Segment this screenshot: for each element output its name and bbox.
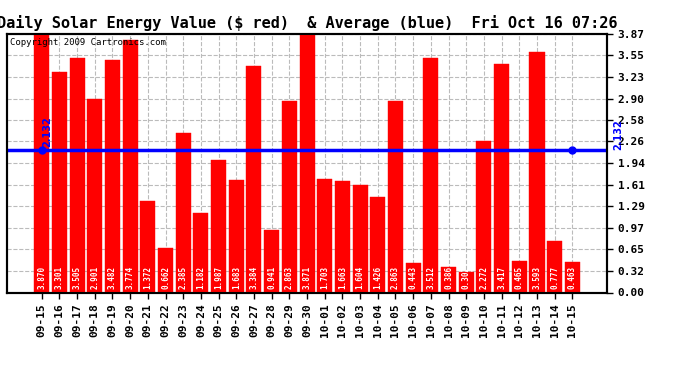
- Bar: [193, 213, 208, 292]
- Bar: [140, 201, 155, 292]
- Text: 0.941: 0.941: [267, 266, 276, 289]
- Text: 2.863: 2.863: [285, 266, 294, 289]
- Text: 0.662: 0.662: [161, 266, 170, 289]
- Bar: [353, 185, 368, 292]
- Bar: [176, 133, 190, 292]
- Text: 3.384: 3.384: [250, 266, 259, 289]
- Bar: [105, 60, 120, 292]
- Text: 0.777: 0.777: [550, 266, 559, 289]
- Text: 2.272: 2.272: [480, 266, 489, 289]
- Text: 1.604: 1.604: [355, 266, 364, 289]
- Bar: [246, 66, 262, 292]
- Text: 2.132: 2.132: [42, 117, 52, 147]
- Bar: [335, 181, 350, 292]
- Bar: [388, 101, 403, 292]
- Bar: [371, 197, 385, 292]
- Text: 3.870: 3.870: [37, 266, 46, 289]
- Text: 2.385: 2.385: [179, 266, 188, 289]
- Text: 0.465: 0.465: [515, 266, 524, 289]
- Text: 3.505: 3.505: [72, 266, 81, 289]
- Bar: [565, 261, 580, 292]
- Text: 3.482: 3.482: [108, 266, 117, 289]
- Bar: [529, 52, 544, 292]
- Text: 3.512: 3.512: [426, 266, 435, 289]
- Text: 3.301: 3.301: [55, 266, 64, 289]
- Text: 1.663: 1.663: [338, 266, 347, 289]
- Bar: [70, 58, 85, 292]
- Bar: [123, 40, 138, 292]
- Text: 2.863: 2.863: [391, 266, 400, 289]
- Text: 2.132: 2.132: [613, 119, 623, 150]
- Bar: [264, 230, 279, 292]
- Text: 1.987: 1.987: [214, 266, 223, 289]
- Text: 1.703: 1.703: [320, 266, 329, 289]
- Bar: [512, 261, 527, 292]
- Bar: [494, 64, 509, 292]
- Bar: [406, 263, 421, 292]
- Text: 3.593: 3.593: [533, 266, 542, 289]
- Bar: [547, 240, 562, 292]
- Text: 3.417: 3.417: [497, 266, 506, 289]
- Text: 3.774: 3.774: [126, 266, 135, 289]
- Title: Daily Solar Energy Value ($ red)  & Average (blue)  Fri Oct 16 07:26: Daily Solar Energy Value ($ red) & Avera…: [0, 15, 618, 31]
- Text: 3.871: 3.871: [302, 266, 312, 289]
- Bar: [87, 99, 102, 292]
- Text: 0.443: 0.443: [408, 266, 417, 289]
- Bar: [158, 248, 173, 292]
- Text: 1.683: 1.683: [232, 266, 241, 289]
- Text: 0.386: 0.386: [444, 266, 453, 289]
- Text: 2.901: 2.901: [90, 266, 99, 289]
- Bar: [299, 34, 315, 292]
- Text: 0.302: 0.302: [462, 266, 471, 289]
- Bar: [317, 178, 333, 292]
- Bar: [424, 58, 438, 292]
- Bar: [211, 160, 226, 292]
- Text: 1.372: 1.372: [144, 266, 152, 289]
- Bar: [34, 34, 49, 292]
- Bar: [282, 101, 297, 292]
- Bar: [441, 267, 456, 292]
- Bar: [229, 180, 244, 292]
- Text: Copyright 2009 Cartronics.com: Copyright 2009 Cartronics.com: [10, 38, 166, 46]
- Text: 1.426: 1.426: [373, 266, 382, 289]
- Bar: [476, 141, 491, 292]
- Bar: [459, 272, 474, 292]
- Text: 1.182: 1.182: [197, 266, 206, 289]
- Text: 0.463: 0.463: [568, 266, 577, 289]
- Bar: [52, 72, 67, 292]
